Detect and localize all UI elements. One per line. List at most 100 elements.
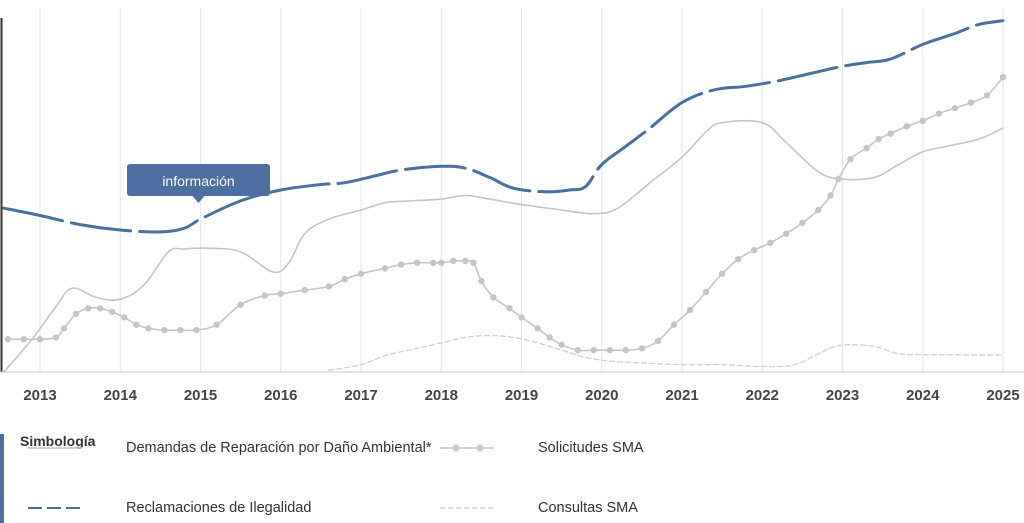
data-point[interactable] [638, 345, 646, 352]
data-point[interactable] [84, 305, 92, 312]
x-tick-label-2022: 2022 [746, 387, 779, 404]
x-tick-label-2019: 2019 [505, 387, 538, 404]
data-point[interactable] [767, 239, 774, 246]
data-point[interactable] [967, 99, 975, 106]
series-3 [328, 334, 1004, 371]
data-point[interactable] [983, 92, 991, 99]
data-point[interactable] [52, 334, 60, 341]
x-tick-label-2015: 2015 [184, 387, 217, 404]
legend-label: Solicitudes SMA [538, 440, 644, 456]
data-point[interactable] [478, 277, 485, 285]
data-point[interactable] [261, 292, 268, 299]
data-point[interactable] [4, 336, 12, 343]
data-point[interactable] [534, 325, 541, 332]
data-point[interactable] [999, 74, 1007, 81]
data-point[interactable] [414, 259, 421, 266]
data-point[interactable] [935, 110, 942, 117]
legend-label: Reclamaciones de Ilegalidad [126, 500, 312, 516]
x-tick-label-2023: 2023 [826, 387, 859, 404]
x-tick-label-2014: 2014 [104, 387, 138, 404]
data-point[interactable] [903, 123, 910, 130]
data-point[interactable] [815, 206, 822, 214]
data-point[interactable] [325, 283, 333, 290]
data-point[interactable] [875, 135, 882, 143]
series-group [2, 19, 1007, 373]
data-point[interactable] [887, 130, 894, 137]
data-point[interactable] [654, 337, 662, 345]
data-point[interactable] [109, 308, 116, 316]
data-point[interactable] [177, 326, 184, 334]
data-point[interactable] [133, 321, 140, 328]
data-point[interactable] [470, 259, 477, 266]
data-point[interactable] [606, 347, 613, 354]
series-line-1 [3, 119, 1004, 373]
data-point[interactable] [60, 325, 68, 332]
data-point[interactable] [506, 305, 513, 312]
x-tick-label-2020: 2020 [585, 387, 618, 404]
x-tick-label-2018: 2018 [425, 387, 458, 404]
tooltip-pointer [192, 196, 205, 203]
data-point[interactable] [670, 321, 678, 328]
grid [39, 8, 1004, 372]
data-point[interactable] [702, 288, 710, 296]
data-point[interactable] [718, 270, 726, 277]
data-point[interactable] [462, 257, 469, 265]
series-2 [4, 74, 1007, 354]
data-point[interactable] [36, 336, 44, 343]
series-line-3 [328, 334, 1004, 371]
series-0 [2, 19, 1005, 234]
data-point[interactable] [799, 219, 806, 226]
x-tick-labels: 2013 2014 2015 2016 2017 2018 2019 2020 2021 2022… [23, 387, 1019, 404]
data-point[interactable] [381, 265, 389, 272]
data-point[interactable] [121, 314, 128, 321]
data-point[interactable] [835, 175, 842, 183]
legend-item-1[interactable]: Solicitudes SMA [440, 438, 644, 458]
data-point[interactable] [72, 310, 80, 317]
data-point[interactable] [827, 192, 834, 199]
data-point[interactable] [97, 305, 104, 312]
data-point[interactable] [863, 144, 870, 152]
data-point[interactable] [735, 256, 742, 263]
data-point[interactable] [301, 286, 308, 294]
legend-swatch-2 [28, 507, 82, 509]
data-point[interactable] [237, 301, 244, 308]
legend-item-2[interactable]: Reclamaciones de Ilegalidad [28, 498, 311, 518]
legend-swatch-marker [452, 444, 460, 452]
data-point[interactable] [847, 155, 854, 163]
data-point[interactable] [277, 290, 284, 297]
tooltip-box[interactable]: información [127, 164, 270, 203]
data-point[interactable] [161, 326, 168, 334]
data-point[interactable] [558, 341, 565, 348]
data-point[interactable] [546, 334, 553, 341]
data-point[interactable] [193, 326, 200, 334]
data-point[interactable] [622, 347, 629, 354]
axes [0, 18, 1024, 373]
data-point[interactable] [574, 347, 581, 354]
x-tick-label-2025: 2025 [986, 387, 1019, 404]
legend-swatch-marker [476, 444, 484, 452]
data-point[interactable] [751, 246, 758, 254]
data-point[interactable] [341, 276, 349, 283]
data-point[interactable] [686, 306, 694, 314]
data-point[interactable] [590, 347, 597, 354]
data-point[interactable] [490, 294, 497, 301]
legend-item-0[interactable]: Demandas de Reparación por Daño Ambienta… [28, 438, 432, 458]
data-point[interactable] [919, 117, 926, 125]
series-1 [3, 119, 1004, 373]
x-tick-label-2021: 2021 [665, 387, 698, 404]
data-point[interactable] [783, 230, 790, 237]
data-point[interactable] [20, 336, 28, 343]
legend-item-3[interactable]: Consultas SMA [440, 498, 638, 518]
line-chart: 2013 2014 2015 2016 2017 2018 2019 2020 2021 2022… [0, 8, 1024, 404]
data-point[interactable] [145, 325, 152, 332]
data-point[interactable] [430, 259, 437, 266]
data-point[interactable] [357, 270, 365, 277]
legend-swatch-3 [440, 507, 494, 509]
data-point[interactable] [450, 257, 457, 265]
data-point[interactable] [213, 321, 220, 328]
data-point[interactable] [438, 259, 445, 266]
data-point[interactable] [951, 104, 959, 112]
data-point[interactable] [397, 261, 405, 268]
data-point[interactable] [518, 314, 525, 321]
